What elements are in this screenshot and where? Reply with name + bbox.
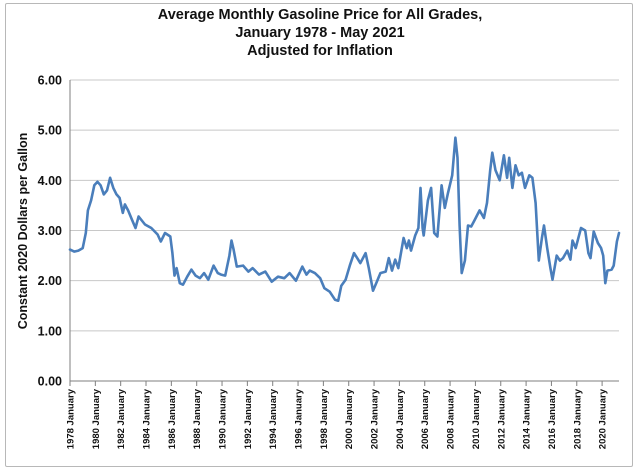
x-tick-labels: 1978 January 1980 January 1982 January 1984… <box>66 388 609 449</box>
y-axis-label: Constant 2020 Dollars per Gallon <box>16 133 30 330</box>
x-tick-label: 1980 January <box>91 388 102 449</box>
x-tick-label: 2014 January <box>522 388 533 449</box>
chart-title-block: Average Monthly Gasoline Price for All G… <box>0 6 640 60</box>
y-tick-label: 4.00 <box>38 174 62 188</box>
x-tick-label: 1984 January <box>142 388 153 449</box>
y-tick-label: 0.00 <box>38 375 62 389</box>
axes <box>69 80 619 386</box>
x-tick-label: 2020 January <box>598 388 609 449</box>
y-tick-label: 6.00 <box>38 74 62 88</box>
x-tick-label: 1998 January <box>319 388 330 449</box>
x-tick-label: 2010 January <box>471 388 482 449</box>
x-tick-label: 2012 January <box>496 388 507 449</box>
x-tick-label: 1988 January <box>192 388 203 449</box>
x-tick-label: 2008 January <box>446 388 457 449</box>
x-tick-label: 1990 January <box>218 388 229 449</box>
y-tick-label: 2.00 <box>38 274 62 288</box>
x-tick-label: 1986 January <box>167 388 178 449</box>
x-tick-label: 1982 January <box>116 388 127 449</box>
x-tick-label: 2006 January <box>420 388 431 449</box>
x-tick-label: 1996 January <box>294 388 305 449</box>
x-tick-label: 1992 January <box>243 388 254 449</box>
x-tick-label: 2004 January <box>395 388 406 449</box>
x-tick-label: 2018 January <box>572 388 583 449</box>
chart-title: Average Monthly Gasoline Price for All G… <box>157 7 483 23</box>
x-tick-label: 1978 January <box>66 388 77 449</box>
series-layer <box>68 136 621 302</box>
series-line <box>68 136 621 302</box>
x-tick-label: 2016 January <box>547 388 558 449</box>
x-tick-label: 2002 January <box>370 388 381 449</box>
y-tick-labels: 0.00 1.00 2.00 3.00 4.00 5.00 6.00 <box>38 74 62 389</box>
x-tick-label: 2000 January <box>344 388 355 449</box>
y-tick-label: 1.00 <box>38 324 62 338</box>
y-tick-label: 5.00 <box>38 124 62 138</box>
chart-subtitle-2: Adjusted for Inflation <box>247 43 393 59</box>
y-tick-label: 3.00 <box>38 224 62 238</box>
x-tick-label: 1994 January <box>268 388 279 449</box>
chart-subtitle: January 1978 - May 2021 <box>235 25 405 41</box>
